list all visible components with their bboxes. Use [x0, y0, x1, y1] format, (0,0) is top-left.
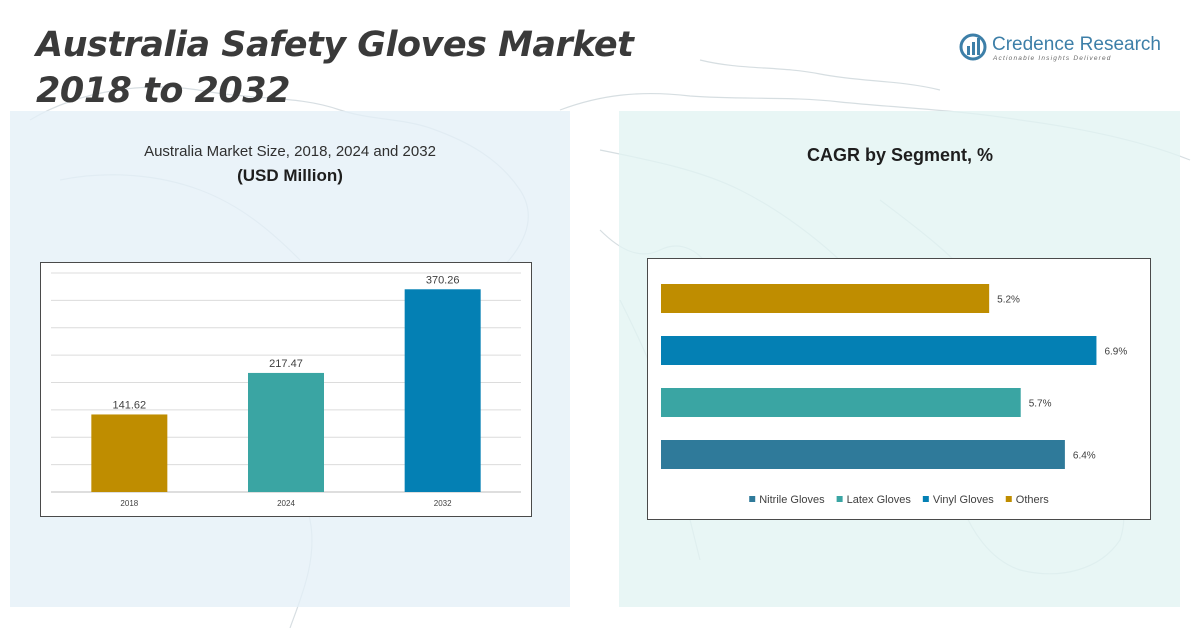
bar-value-label: 5.7%	[1029, 399, 1052, 410]
market-size-chart-unit: (USD Million)	[237, 166, 343, 185]
logo-tagline: Actionable Insights Delivered	[993, 55, 1112, 62]
legend-label: Nitrile Gloves	[759, 494, 825, 506]
bar-2032	[404, 289, 481, 492]
market-size-bar-chart: 141.62 2018 217.47 2024 370.26 2032	[51, 272, 521, 508]
legend-swatch	[749, 496, 756, 502]
bar-others	[661, 284, 990, 313]
credence-logo-icon	[959, 33, 987, 61]
page-title: Australia Safety Gloves Market 2018 to 2…	[36, 22, 634, 114]
legend-swatch	[836, 496, 843, 502]
legend-swatch	[922, 496, 929, 502]
cagr-chart-frame: 5.2% 6.9% 5.7% 6.4% Nitrile Gloves Latex Glov…	[647, 258, 1151, 520]
bar-value-label: 217.47	[269, 358, 303, 370]
legend-label: Others	[1016, 494, 1050, 506]
x-tick-label: 2032	[434, 499, 452, 508]
x-tick-label: 2018	[120, 499, 138, 508]
market-size-chart-frame: 141.62 2018 217.47 2024 370.26 2032	[40, 262, 532, 517]
bar-value-label: 370.26	[426, 274, 460, 286]
cagr-chart-title: CAGR by Segment, %	[806, 145, 994, 165]
bar-nitrile-gloves	[661, 440, 1065, 469]
x-tick-label: 2024	[277, 499, 295, 508]
logo-name: Credence Research	[992, 34, 1161, 55]
legend-label: Vinyl Gloves	[933, 494, 994, 506]
bar-2024	[248, 372, 324, 492]
cagr-horizontal-bar-chart: 5.2% 6.9% 5.7% 6.4% Nitrile Gloves Latex Glov…	[661, 284, 1127, 506]
bar-value-label: 6.4%	[1073, 451, 1096, 462]
credence-research-logo: Credence Research Actionable Insights De…	[958, 30, 1161, 70]
bar-vinyl-gloves	[661, 336, 1097, 365]
legend-swatch	[1005, 496, 1012, 502]
bar-value-label: 141.62	[113, 399, 147, 411]
page-title-line-2: 2018 to 2032	[36, 71, 290, 111]
bar-latex-gloves	[661, 388, 1021, 417]
bar-value-label: 5.2%	[997, 295, 1020, 306]
bar-value-label: 6.9%	[1104, 347, 1127, 358]
legend-label: Latex Gloves	[847, 494, 912, 506]
bar-2018	[91, 414, 168, 492]
market-size-chart-title: Australia Market Size, 2018, 2024 and 20…	[144, 143, 436, 160]
page-title-line-1: Australia Safety Gloves Market	[36, 25, 634, 65]
